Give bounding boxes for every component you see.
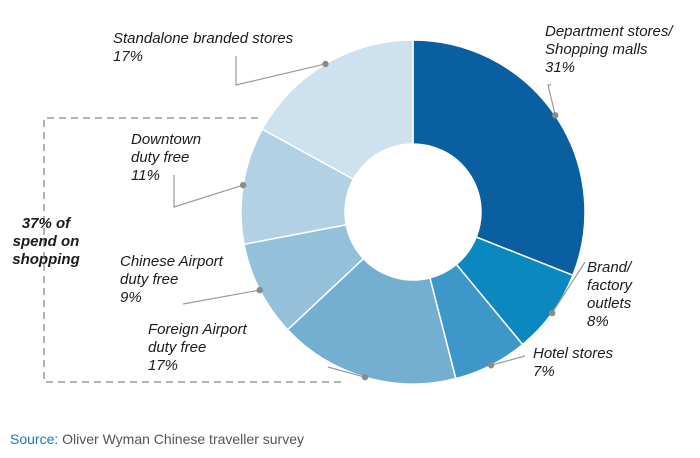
label-chinese-airport-duty-free-leader: [182, 289, 260, 305]
label-department-stores-shopping-malls: Department stores/Shopping malls 31%: [545, 23, 674, 76]
label-foreign-airport-duty-free-line: duty free: [148, 339, 206, 356]
label-hotel-stores-leader: [490, 355, 526, 366]
label-standalone-branded-stores-marker: [322, 60, 329, 68]
label-chinese-airport-duty-free-line: duty free: [120, 271, 178, 288]
label-brand-factory-outlets-value: 8%: [587, 313, 609, 330]
label-foreign-airport-duty-free-marker: [361, 373, 369, 381]
callout-line: 37% of: [22, 215, 72, 232]
label-standalone-branded-stores-leader: [235, 56, 326, 86]
label-brand-factory-outlets-line: Brand/: [587, 259, 633, 276]
label-chinese-airport-duty-free-marker: [256, 286, 263, 294]
label-standalone-branded-stores: Standalone branded stores 17%: [113, 30, 294, 65]
label-downtown-duty-free-value: 11%: [131, 167, 160, 184]
label-downtown-duty-free-marker: [239, 181, 247, 189]
label-chinese-airport-duty-free-line: Chinese Airport: [120, 253, 224, 270]
label-brand-factory-outlets-line: outlets: [587, 295, 632, 312]
label-brand-factory-outlets-leader: [551, 261, 586, 314]
label-downtown-duty-free-line: duty free: [131, 149, 189, 166]
source-prefix: Source:: [10, 431, 59, 447]
label-foreign-airport-duty-free: Foreign Airport duty free 17%: [148, 321, 247, 374]
label-foreign-airport-duty-free-value: 17%: [148, 357, 178, 374]
source-note: Source: Oliver Wyman Chinese traveller s…: [10, 431, 304, 447]
label-department-stores-shopping-malls-line: Department stores/: [545, 23, 674, 40]
label-downtown-duty-free-line: Downtown: [131, 131, 201, 148]
donut-chart: Department stores/Shopping malls 31% Brand…: [12, 23, 674, 385]
label-hotel-stores: Hotel stores 7%: [533, 345, 614, 380]
label-department-stores-shopping-malls-line: Shopping malls: [545, 41, 648, 58]
label-standalone-branded-stores-value: 17%: [113, 48, 143, 65]
label-standalone-branded-stores-line: Standalone branded stores: [113, 30, 294, 47]
callout-bracket: [43, 117, 345, 383]
label-hotel-stores-marker: [487, 362, 495, 369]
label-brand-factory-outlets-line: factory: [587, 277, 634, 294]
label-downtown-duty-free-leader: [173, 175, 244, 208]
label-brand-factory-outlets-marker: [548, 309, 556, 317]
label-chinese-airport-duty-free: Chinese Airport duty free 9%: [120, 253, 224, 306]
callout-line: spend on: [13, 233, 80, 250]
callout-text: 37% of spend on shopping: [12, 215, 80, 268]
slice-foreign-airport-duty-free: [286, 257, 457, 385]
label-foreign-airport-duty-free-leader: [327, 366, 366, 378]
label-hotel-stores-line: Hotel stores: [533, 345, 614, 362]
label-department-stores-shopping-malls-leader: [547, 84, 556, 116]
label-department-stores-shopping-malls-marker: [552, 112, 559, 119]
label-foreign-airport-duty-free-line: Foreign Airport: [148, 321, 247, 338]
slice-department-stores-shopping-malls: [412, 39, 586, 277]
callout-line: shopping: [12, 251, 80, 268]
label-chinese-airport-duty-free-value: 9%: [120, 289, 142, 306]
label-brand-factory-outlets: Brand/factory outlets 8%: [587, 259, 634, 330]
label-downtown-duty-free: Downtown duty free 11%: [131, 131, 201, 184]
source-text: Oliver Wyman Chinese traveller survey: [58, 431, 304, 447]
slice-standalone-branded-stores: [261, 39, 414, 181]
label-department-stores-shopping-malls-value: 31%: [545, 59, 575, 76]
label-hotel-stores-value: 7%: [533, 363, 555, 380]
